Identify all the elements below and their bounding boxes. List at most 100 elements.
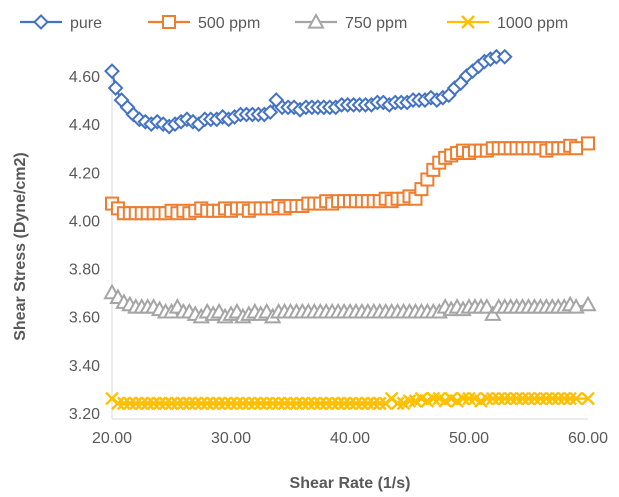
data-point-1000-ppm	[361, 396, 375, 411]
y-axis-title: Shear Stress (Dyne/cm2)	[12, 152, 29, 341]
legend-item-500-ppm: 500 ppm	[148, 15, 260, 32]
data-point-1000-ppm	[503, 391, 518, 406]
data-point-1000-ppm	[319, 396, 334, 411]
data-point-1000-ppm	[295, 396, 310, 411]
data-point-1000-ppm	[456, 391, 470, 406]
data-point-1000-ppm	[164, 396, 179, 411]
legend-marker-pure	[33, 14, 49, 30]
x-tick-label: 30.00	[211, 430, 251, 447]
data-point-750-ppm	[478, 298, 496, 314]
legend-marker-500-ppm	[162, 15, 176, 29]
data-point-1000-ppm	[146, 396, 161, 411]
data-point-1000-ppm	[366, 396, 381, 411]
y-tick-label: 4.60	[69, 69, 100, 86]
data-point-pure	[107, 80, 124, 96]
data-point-1000-ppm	[539, 391, 554, 406]
data-point-1000-ppm	[283, 396, 298, 411]
legend-label-750-ppm: 750 ppm	[345, 15, 407, 32]
data-point-1000-ppm	[182, 396, 197, 411]
legend-marker-750-ppm	[307, 12, 325, 29]
data-point-1000-ppm	[551, 391, 566, 406]
data-point-1000-ppm	[128, 396, 143, 411]
y-tick-labels: 3.20 3.40 3.60 3.80 4.00 4.20 4.40 4.60	[69, 69, 100, 423]
data-point-1000-ppm	[331, 396, 345, 411]
data-point-1000-ppm	[200, 396, 215, 411]
data-point-1000-ppm	[253, 396, 268, 411]
y-tick-label: 3.60	[69, 310, 100, 327]
x-tick-label: 40.00	[330, 430, 370, 447]
data-point-1000-ppm	[355, 396, 369, 411]
x-tick-label: 60.00	[568, 430, 608, 447]
series-500-ppm	[105, 136, 595, 221]
data-point-1000-ppm	[509, 391, 524, 406]
data-point-1000-ppm	[194, 396, 209, 411]
data-point-1000-ppm	[230, 396, 244, 411]
x-axis-title: Shear Rate (1/s)	[290, 475, 411, 492]
y-tick-label: 4.00	[69, 213, 100, 230]
data-point-1000-ppm	[527, 391, 542, 406]
data-point-1000-ppm	[247, 396, 262, 411]
legend-label-500-ppm: 500 ppm	[198, 15, 260, 32]
data-point-pure	[496, 48, 513, 65]
data-point-1000-ppm	[277, 396, 292, 411]
legend: pure 500 ppm 750 ppm 1000 ppm	[20, 12, 568, 32]
data-point-1000-ppm	[188, 396, 203, 411]
data-point-1000-ppm	[372, 396, 387, 411]
data-point-1000-ppm	[521, 391, 536, 406]
data-point-1000-ppm	[569, 391, 583, 406]
data-point-1000-ppm	[259, 396, 274, 411]
data-point-1000-ppm	[206, 396, 220, 411]
data-point-1000-ppm	[491, 391, 506, 406]
data-point-1000-ppm	[224, 396, 238, 411]
plot-series	[103, 48, 597, 411]
legend-item-pure: pure	[20, 14, 102, 32]
data-point-1000-ppm	[426, 391, 441, 406]
data-point-1000-ppm	[313, 396, 328, 411]
data-point-1000-ppm	[158, 396, 173, 411]
data-point-1000-ppm	[170, 396, 185, 411]
series-750-ppm	[103, 283, 597, 324]
data-point-1000-ppm	[212, 396, 226, 411]
data-point-1000-ppm	[117, 396, 131, 411]
data-point-1000-ppm	[557, 391, 572, 406]
data-point-1000-ppm	[462, 391, 476, 406]
data-point-1000-ppm	[533, 391, 548, 406]
y-tick-label: 3.40	[69, 358, 100, 375]
data-point-1000-ppm	[337, 396, 351, 411]
data-point-1000-ppm	[301, 396, 316, 411]
series-1000-ppm	[105, 391, 595, 411]
data-point-pure	[262, 104, 279, 121]
data-point-1000-ppm	[390, 396, 405, 411]
legend-item-750-ppm: 750 ppm	[295, 12, 407, 32]
data-point-750-ppm	[567, 298, 585, 314]
legend-item-1000-ppm: 1000 ppm	[447, 15, 568, 32]
data-point-1000-ppm	[325, 396, 339, 411]
legend-label-pure: pure	[70, 15, 102, 32]
series-pure	[104, 48, 513, 135]
data-point-1000-ppm	[545, 391, 560, 406]
data-point-1000-ppm	[271, 396, 286, 411]
data-point-500-ppm	[581, 136, 595, 151]
data-point-1000-ppm	[485, 391, 500, 406]
y-tick-label: 4.40	[69, 117, 100, 134]
y-tick-label: 3.20	[69, 406, 100, 423]
data-point-1000-ppm	[480, 391, 494, 406]
data-point-500-ppm	[569, 141, 584, 156]
data-point-1000-ppm	[307, 396, 322, 411]
y-tick-label: 3.80	[69, 262, 100, 279]
data-point-1000-ppm	[515, 391, 530, 406]
x-tick-label: 20.00	[92, 430, 132, 447]
data-point-1000-ppm	[563, 391, 577, 406]
data-point-1000-ppm	[111, 396, 125, 411]
legend-marker-1000-ppm	[461, 15, 475, 29]
x-tick-labels: 20.00 30.00 40.00 50.00 60.00	[92, 430, 608, 447]
data-point-750-ppm	[579, 295, 597, 312]
x-tick-label: 50.00	[449, 430, 489, 447]
data-point-1000-ppm	[289, 396, 304, 411]
data-point-1000-ppm	[581, 391, 595, 406]
data-point-1000-ppm	[265, 396, 280, 411]
data-point-1000-ppm	[176, 396, 191, 411]
data-point-1000-ppm	[140, 396, 155, 411]
